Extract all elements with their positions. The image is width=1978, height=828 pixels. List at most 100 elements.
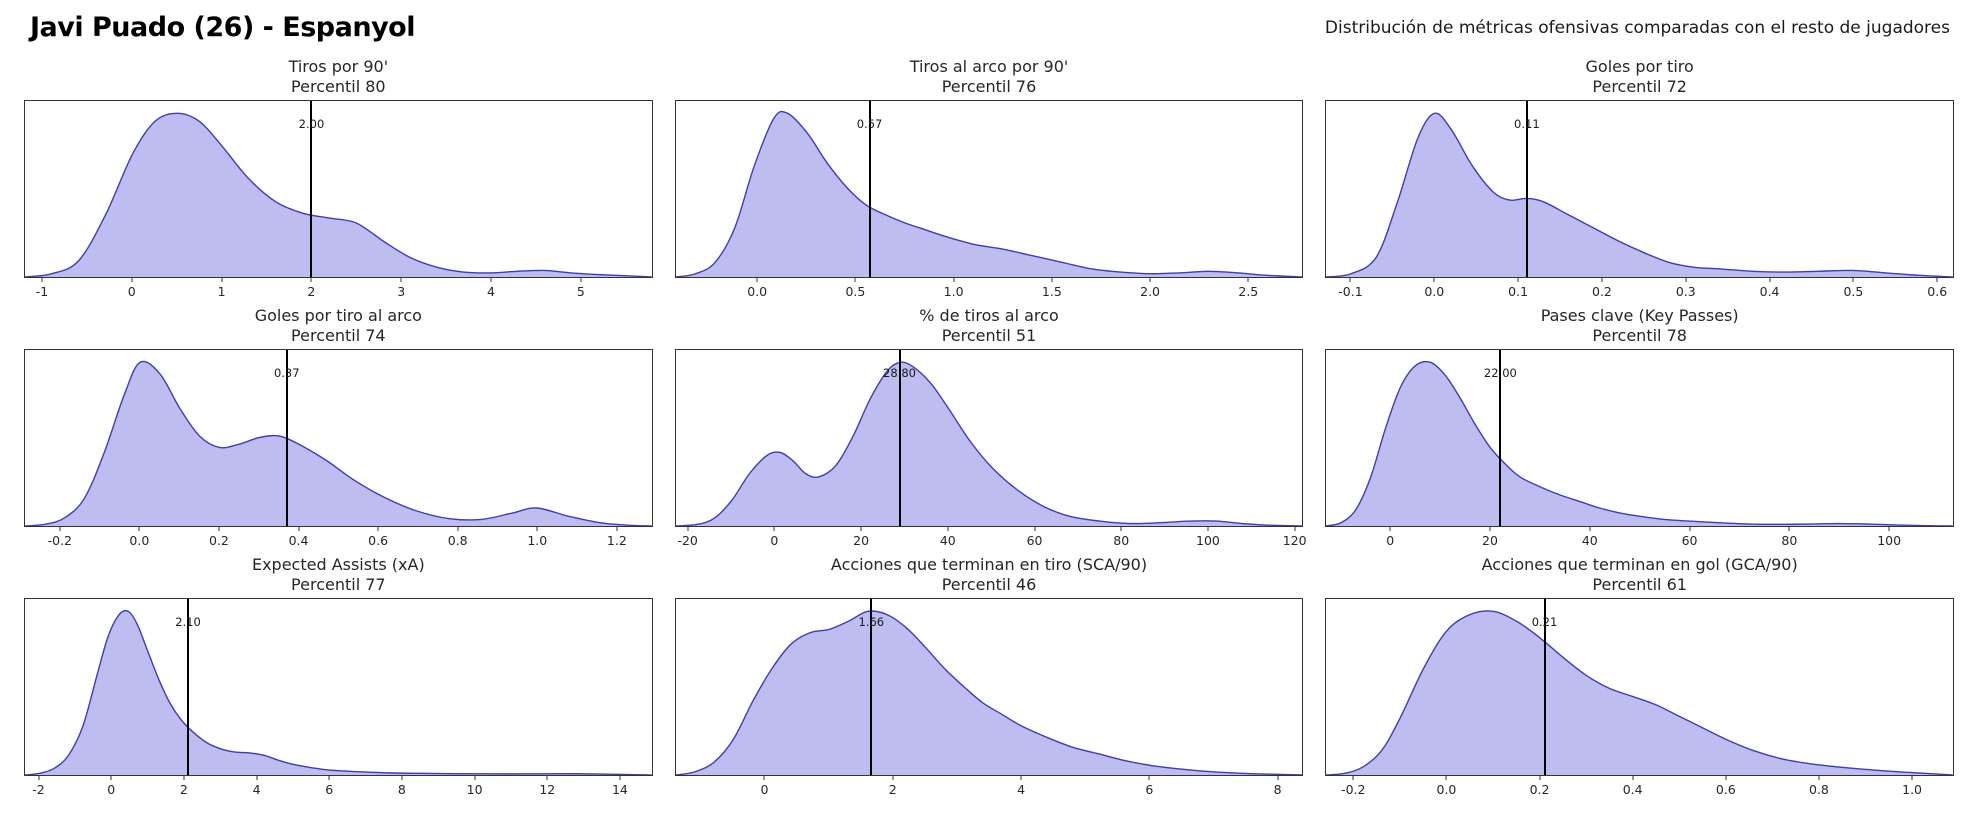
x-tick-label: 1.0 [943, 284, 964, 299]
plot-area: 0.37 [24, 349, 653, 527]
kde-fill [675, 111, 1303, 277]
x-tick-label: -2 [32, 782, 45, 797]
x-tick-label: 60 [1681, 533, 1698, 548]
x-axis: -2 0 2 4 6 8 10 12 14 [24, 776, 653, 802]
kde-curve [25, 101, 652, 277]
x-tick [947, 527, 949, 531]
player-value-label: 28.80 [883, 366, 916, 380]
x-tick-label: -20 [677, 533, 698, 548]
x-tick-label: 80 [1113, 533, 1130, 548]
x-tick [131, 278, 133, 282]
subplot-9: Acciones que terminan en gol (GCA/90) Pe… [1325, 555, 1954, 802]
kde-outline [25, 611, 652, 775]
x-tick-label: 0.8 [447, 533, 468, 548]
figure-title: Javi Puado (26) - Espanyol [30, 12, 415, 43]
x-tick-label: 0 [127, 284, 136, 299]
x-tick-label: 0.6 [368, 533, 389, 548]
kde-fill [25, 610, 652, 775]
plot-area: 2.10 [24, 598, 653, 776]
x-tick-label: 0.6 [1715, 782, 1736, 797]
x-tick-label: 2 [179, 782, 188, 797]
x-tick [1936, 278, 1938, 282]
x-tick-label: -1 [35, 284, 49, 299]
x-axis: -1 0 1 2 3 4 5 [24, 278, 653, 304]
x-tick-label: 20 [1482, 533, 1498, 548]
x-tick [1389, 527, 1391, 531]
x-tick [546, 776, 548, 780]
x-tick [1632, 776, 1634, 780]
kde-outline [1326, 113, 1953, 277]
kde-outline [676, 111, 1303, 277]
x-tick [490, 278, 492, 282]
x-tick [457, 527, 459, 531]
x-tick-label: -0.2 [47, 533, 72, 548]
x-tick-label: 0.0 [129, 533, 150, 548]
plot-area: 22.00 [1325, 349, 1954, 527]
percentile-label: Percentil 51 [941, 325, 1037, 345]
x-tick [1433, 278, 1435, 282]
x-tick-label: 2.5 [1238, 284, 1259, 299]
x-tick-label: 1.5 [1041, 284, 1062, 299]
kde-curve [675, 101, 1303, 277]
x-tick-label: 0.0 [1424, 284, 1445, 299]
x-tick-label: 10 [466, 782, 483, 797]
x-tick-label: 4 [487, 284, 495, 299]
x-tick-label: 120 [1282, 533, 1307, 548]
x-tick [1788, 527, 1790, 531]
metric-title: Goles por tiro al arco [254, 306, 422, 325]
x-tick-label: 0 [1386, 533, 1395, 548]
kde-fill [1326, 610, 1953, 775]
player-value-line [868, 101, 871, 277]
percentile-label: Percentil 46 [941, 574, 1037, 594]
x-tick [183, 776, 185, 780]
percentile-label: Percentil 72 [1592, 76, 1687, 96]
x-tick-label: 0 [760, 782, 769, 797]
x-tick [400, 278, 402, 282]
x-tick [1352, 776, 1354, 780]
x-tick [218, 527, 220, 531]
x-tick-label: 2.0 [1140, 284, 1161, 299]
subplot-grid: Tiros por 90' Percentil 80 2.00 -1 0 1 2 3 4 5… [0, 47, 1978, 802]
x-tick [1034, 527, 1036, 531]
x-tick [401, 776, 403, 780]
kde-outline [676, 611, 1303, 775]
metric-title: Goles por tiro [1585, 57, 1694, 76]
x-tick-label: 100 [1877, 533, 1902, 548]
x-tick [41, 278, 43, 282]
kde-fill [675, 362, 1303, 526]
x-tick-label: 40 [939, 533, 956, 548]
subplot-6: Pases clave (Key Passes) Percentil 78 22… [1325, 306, 1954, 553]
x-tick [256, 776, 258, 780]
x-tick [59, 527, 61, 531]
player-value-label: 2.10 [175, 615, 201, 629]
metric-title: Acciones que terminan en gol (GCA/90) [1481, 555, 1798, 574]
x-tick [1489, 527, 1491, 531]
plot-area: 0.21 [1325, 598, 1954, 776]
x-axis: 0 2 4 6 8 [675, 776, 1304, 802]
kde-curve [675, 599, 1303, 775]
metric-title: Expected Assists (xA) [251, 555, 425, 574]
x-tick [1725, 776, 1727, 780]
x-tick [1445, 776, 1447, 780]
x-tick [1601, 278, 1603, 282]
x-tick [377, 527, 379, 531]
kde-outline [1326, 611, 1953, 775]
subplot-2: Tiros al arco por 90' Percentil 76 0.57 … [674, 57, 1304, 304]
x-tick [1120, 527, 1122, 531]
x-tick-label: 60 [1026, 533, 1043, 548]
x-tick-label: 6 [325, 782, 334, 797]
x-tick [1051, 278, 1053, 282]
player-value-label: 0.37 [273, 366, 300, 380]
x-tick [854, 278, 856, 282]
x-tick [38, 776, 40, 780]
x-tick-label: 0.0 [1436, 782, 1457, 797]
x-tick-label: 0.5 [1843, 284, 1864, 299]
x-tick-label: 0.3 [1675, 284, 1696, 299]
player-value-line [1543, 599, 1546, 775]
player-value-line [898, 350, 901, 526]
x-tick [110, 776, 112, 780]
kde-curve [25, 350, 652, 526]
player-value-line [1499, 350, 1502, 526]
percentile-label: Percentil 80 [291, 76, 386, 96]
x-tick [138, 527, 140, 531]
